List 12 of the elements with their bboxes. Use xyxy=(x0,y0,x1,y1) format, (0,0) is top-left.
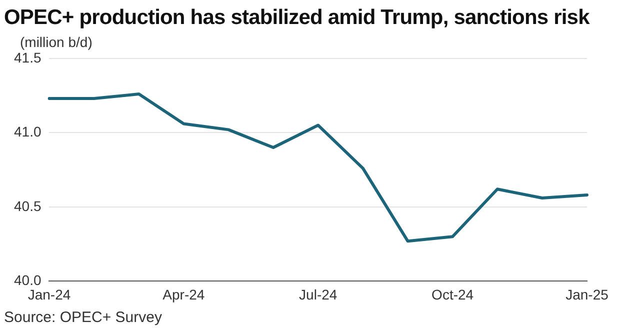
y-tick-label: 40.5 xyxy=(14,198,42,214)
y-tick-label: 41.0 xyxy=(14,124,42,140)
chart-title: OPEC+ production has stabilized amid Trump, sanctions risk xyxy=(4,6,590,30)
x-tick-label: Jan-24 xyxy=(28,286,71,302)
y-tick-label: 41.5 xyxy=(14,49,42,66)
x-tick-label: Apr-24 xyxy=(162,286,205,302)
x-tick-label: Jan-25 xyxy=(566,286,609,302)
x-tick-label: Oct-24 xyxy=(432,286,474,302)
y-axis-title: (million b/d) xyxy=(20,34,92,50)
x-tick-label: Jul-24 xyxy=(299,286,338,302)
y-tick-label: 40.0 xyxy=(14,272,42,288)
source-note: Source: OPEC+ Survey xyxy=(4,309,162,326)
